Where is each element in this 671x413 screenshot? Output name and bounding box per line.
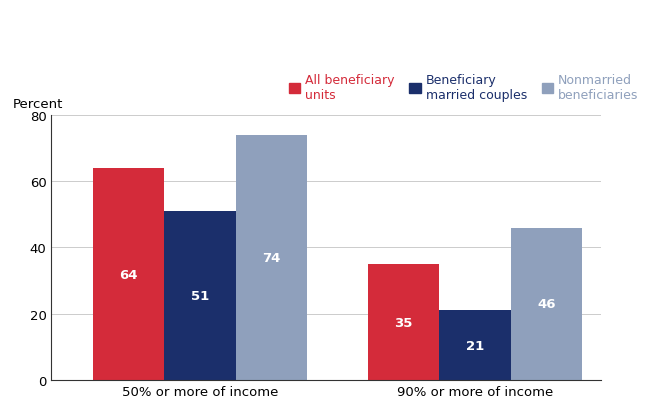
Legend: All beneficiary
units, Beneficiary
married couples, Nonmarried
beneficiaries: All beneficiary units, Beneficiary marri…: [289, 74, 639, 102]
Text: 64: 64: [119, 268, 138, 281]
Bar: [236, 135, 307, 380]
Text: 35: 35: [395, 316, 413, 329]
Bar: [511, 228, 582, 380]
Bar: [368, 264, 440, 380]
Text: 21: 21: [466, 339, 484, 352]
Text: 46: 46: [537, 298, 556, 311]
Text: 51: 51: [191, 290, 209, 302]
Bar: [440, 311, 511, 380]
Bar: [93, 169, 164, 380]
Bar: [164, 211, 236, 380]
Text: 74: 74: [262, 252, 280, 264]
Text: Percent: Percent: [13, 97, 63, 110]
